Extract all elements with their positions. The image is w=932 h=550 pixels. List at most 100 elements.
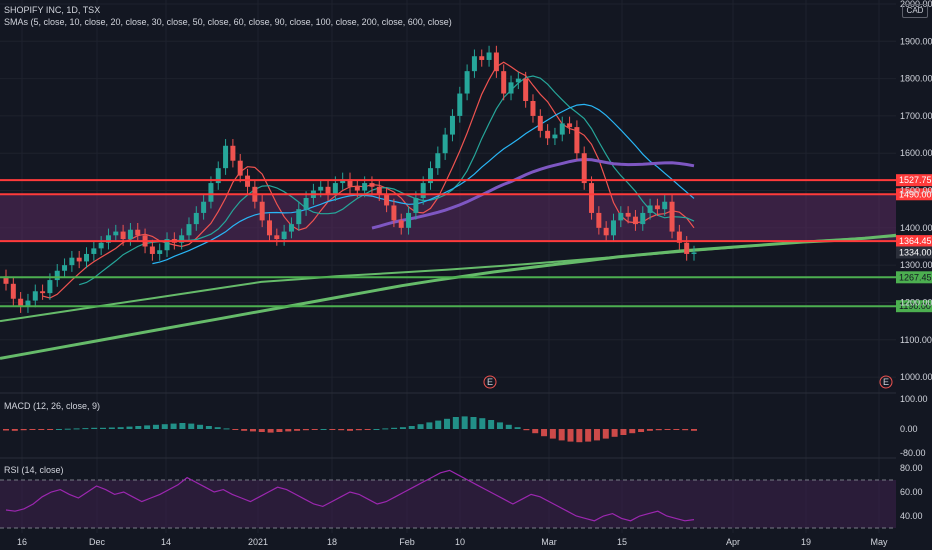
macd-bar xyxy=(576,429,583,443)
macd-bar xyxy=(655,429,662,431)
time-tick-7: Mar xyxy=(541,537,557,547)
candle-body xyxy=(618,212,624,221)
candle-body xyxy=(537,115,543,131)
candle-body xyxy=(164,239,170,251)
macd-bar xyxy=(197,424,204,429)
macd-bar xyxy=(47,429,54,430)
candle-body xyxy=(398,220,404,228)
candle-body xyxy=(179,235,185,243)
macd-bar xyxy=(435,420,442,429)
candle-body xyxy=(157,250,163,254)
macd-bar xyxy=(470,417,477,429)
macd-legend[interactable]: MACD (12, 26, close, 9) xyxy=(4,401,101,411)
macd-bar xyxy=(64,428,71,430)
macd-bar xyxy=(505,424,512,429)
macd-bar xyxy=(214,427,221,429)
candle-body xyxy=(581,153,587,184)
rsi-pane xyxy=(0,469,896,529)
candle-body xyxy=(625,212,631,217)
time-tick-8: 15 xyxy=(617,537,627,547)
time-tick-11: May xyxy=(870,537,888,547)
price-tick-9: 1900.00 xyxy=(900,36,932,46)
macd-bar xyxy=(646,429,653,431)
macd-bar xyxy=(108,427,115,429)
symbol-title[interactable]: SHOPIFY INC, 1D, TSX xyxy=(4,5,101,15)
candle-body xyxy=(369,183,375,187)
price-tick-6: 1600.00 xyxy=(900,148,932,158)
macd-bar xyxy=(329,429,336,430)
time-axis[interactable]: 16 Dec 14 2021 18 Feb 10 Mar 15 Apr 19 May xyxy=(17,537,888,547)
candle-body xyxy=(640,212,646,225)
candle-body xyxy=(325,186,331,195)
candle-body xyxy=(442,134,448,154)
macd-bar xyxy=(152,424,159,429)
candle-body xyxy=(523,78,529,101)
macd-bar xyxy=(302,429,309,431)
candle-body xyxy=(486,52,492,60)
time-tick-1: Dec xyxy=(89,537,106,547)
candle-body xyxy=(69,257,75,266)
earnings-marker-0[interactable] xyxy=(483,375,497,389)
macd-tick-2: -80.00 xyxy=(900,448,926,458)
price-tick-1: 1100.00 xyxy=(900,335,932,345)
candle-body xyxy=(479,56,485,60)
currency-badge[interactable]: CAD xyxy=(902,4,928,18)
candle-body xyxy=(501,71,507,94)
macd-bar xyxy=(117,427,124,429)
time-tick-4: 18 xyxy=(327,537,337,547)
macd-bar xyxy=(682,429,689,431)
macd-bar xyxy=(408,426,415,429)
candle-body xyxy=(288,224,294,232)
candle-body xyxy=(266,220,272,236)
candle-body xyxy=(684,242,690,254)
candle-body xyxy=(632,216,638,225)
candle-body xyxy=(471,56,477,72)
rsi-tick-0: 80.00 xyxy=(900,463,923,473)
rsi-legend[interactable]: RSI (14, close) xyxy=(4,465,64,475)
macd-bar xyxy=(267,429,274,433)
rsi-band xyxy=(0,480,896,528)
candle-body xyxy=(245,175,251,187)
macd-bar xyxy=(399,427,406,429)
candle-body xyxy=(54,270,60,281)
level-label-2: 1364.45 xyxy=(899,236,932,246)
macd-bar xyxy=(161,424,168,429)
sma-legend[interactable]: SMAs (5, close, 10, close, 20, close, 30… xyxy=(4,17,452,27)
grid-lines xyxy=(0,0,896,533)
level-label-4: 1267.45 xyxy=(899,272,932,282)
candle-body xyxy=(76,257,82,262)
price-axis[interactable]: 1000.00 1100.00 1200.00 1300.00 1400.00 1500.… xyxy=(900,0,932,521)
macd-bar xyxy=(364,429,371,430)
candle-body xyxy=(376,186,382,195)
price-zone xyxy=(0,194,896,242)
candle-body xyxy=(676,231,682,243)
time-tick-10: 19 xyxy=(801,537,811,547)
candle-body xyxy=(347,179,353,187)
macd-tick-0: 100.00 xyxy=(900,394,928,404)
level-badge-5 xyxy=(896,300,932,313)
candle-body xyxy=(362,183,368,191)
earnings-marker-1[interactable] xyxy=(879,375,893,389)
macd-bar xyxy=(373,429,380,430)
macd-bar xyxy=(355,429,362,431)
macd-bar xyxy=(382,428,389,430)
level-label-5: 1190.00 xyxy=(899,301,931,311)
candle-body xyxy=(281,231,287,240)
macd-bar xyxy=(444,418,451,429)
macd-bar xyxy=(91,427,98,429)
candle-body xyxy=(84,253,90,262)
macd-bar xyxy=(320,429,327,430)
candle-body xyxy=(105,235,111,243)
candle-body xyxy=(303,198,309,210)
macd-bar xyxy=(638,429,645,432)
candle-body xyxy=(223,145,229,169)
time-tick-0: 16 xyxy=(17,537,27,547)
candle-body xyxy=(32,291,38,301)
macd-bar xyxy=(496,422,503,429)
candle-body xyxy=(449,115,455,135)
candlestick-series xyxy=(3,45,697,313)
sma-line-1 xyxy=(0,235,897,323)
